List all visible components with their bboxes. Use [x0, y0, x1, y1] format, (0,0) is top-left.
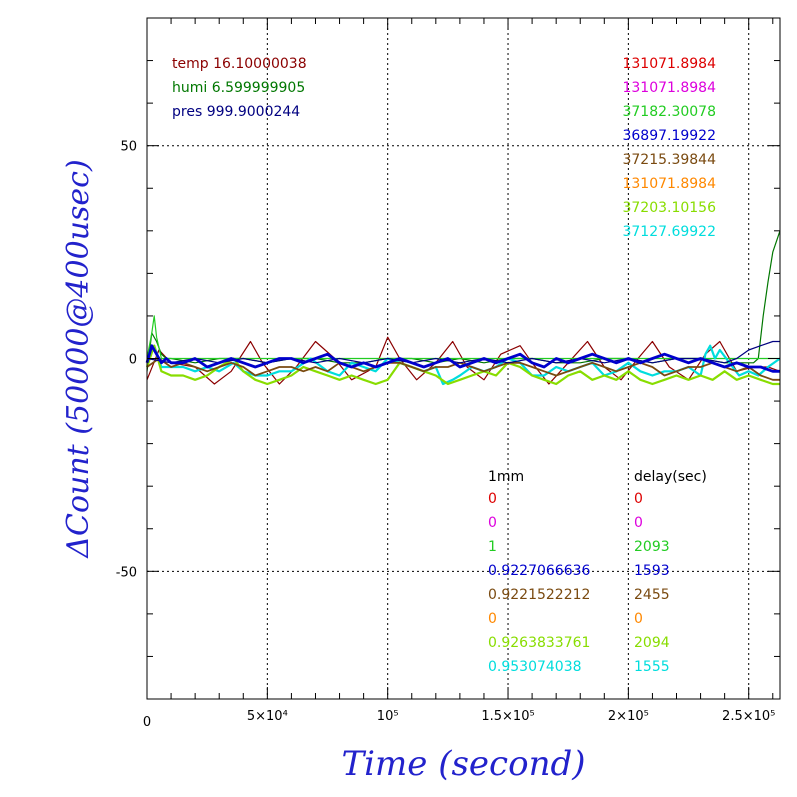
table-cell-1mm: 0.953074038 — [488, 659, 582, 675]
env-reading: humi 6.599999905 — [172, 80, 305, 96]
env-readings: temp 16.10000038 humi 6.599999905 pres 999… — [172, 56, 307, 120]
table-cell-delay: 2455 — [634, 587, 670, 603]
table-cell-1mm: 0.9221522212 — [488, 587, 590, 603]
series-layer — [145, 230, 781, 386]
table-cell-1mm: 0.9263833761 — [488, 635, 590, 651]
right-value: 37127.69922 — [622, 224, 716, 240]
x-tick-label: 10⁵ — [377, 709, 399, 724]
table-header-delay: delay(sec) — [634, 469, 707, 485]
table-cell-delay: 2094 — [634, 635, 670, 651]
x-tick-label: 0 — [143, 715, 151, 730]
series-line-5 — [145, 344, 780, 386]
right-value: 37182.30078 — [622, 104, 716, 120]
right-value: 131071.8984 — [622, 80, 716, 96]
table-cell-1mm: 0 — [488, 611, 497, 627]
table-cell-delay: 0 — [634, 515, 643, 531]
table-cell-delay: 0 — [634, 491, 643, 507]
series-line-7 — [146, 340, 780, 364]
y-tick-label: 50 — [120, 140, 137, 155]
right-values: 131071.8984 131071.8984 37182.30078 36897.1… — [622, 56, 716, 240]
env-reading: temp 16.10000038 — [172, 56, 307, 72]
delay-table: 1mm delay(sec) 0 0 0 0 1 2093 0.9227066636 1593… — [488, 469, 707, 675]
x-tick-label: 1.5×10⁵ — [481, 709, 534, 724]
table-header-1mm: 1mm — [488, 469, 524, 485]
table-cell-delay: 1555 — [634, 659, 670, 675]
y-axis-title: ΔCount (50000@400usec) — [61, 159, 96, 558]
table-cell-1mm: 0.9227066636 — [488, 563, 591, 579]
table-cell-1mm: 0 — [488, 491, 497, 507]
table-cell-delay: 0 — [634, 611, 643, 627]
table-cell-1mm: 0 — [488, 515, 497, 531]
right-value: 37215.39844 — [622, 152, 716, 168]
table-cell-1mm: 1 — [488, 539, 497, 555]
x-tick-label: 5×10⁴ — [247, 709, 288, 724]
y-tick-label: -50 — [116, 565, 137, 580]
series-line-1 — [146, 336, 781, 385]
right-value: 131071.8984 — [622, 56, 716, 72]
x-tick-label: 2.5×10⁵ — [722, 709, 775, 724]
right-value: 37203.10156 — [622, 200, 716, 216]
table-cell-delay: 2093 — [634, 539, 670, 555]
x-tick-label: 2×10⁵ — [608, 709, 649, 724]
table-cell-delay: 1593 — [634, 563, 670, 579]
env-reading: pres 999.9000244 — [172, 104, 300, 120]
x-axis-title: Time (second) — [342, 744, 586, 784]
right-value: 131071.8984 — [622, 176, 716, 192]
y-tick-label: 0 — [129, 353, 137, 368]
series-line-8 — [145, 344, 780, 373]
right-value: 36897.19922 — [622, 128, 716, 144]
tick-marks: 0 5×10⁴ 10⁵ 1.5×10⁵ 2×10⁵ 2.5×10⁵ -50 0 50 — [116, 17, 780, 730]
